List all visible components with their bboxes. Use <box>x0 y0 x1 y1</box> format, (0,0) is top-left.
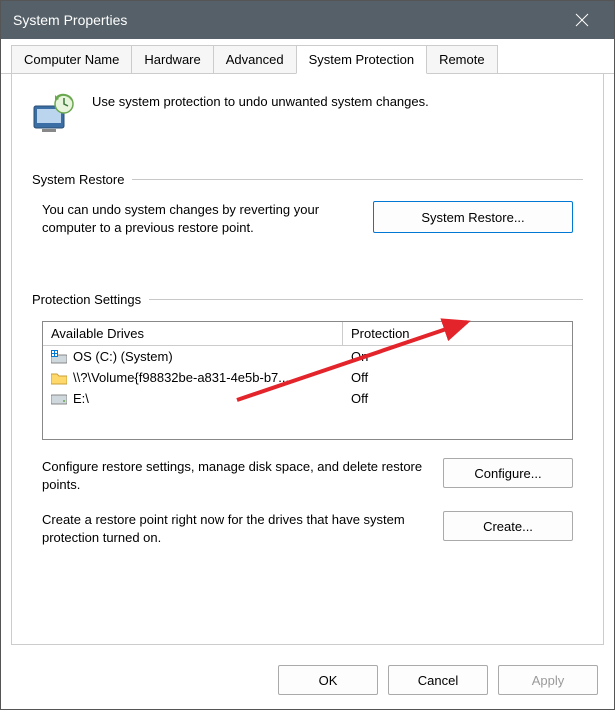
col-protection[interactable]: Protection <box>343 322 572 345</box>
tab-computer-name[interactable]: Computer Name <box>11 45 132 73</box>
create-button[interactable]: Create... <box>443 511 573 541</box>
os-drive-icon <box>51 350 67 364</box>
system-restore-button[interactable]: System Restore... <box>373 201 573 233</box>
system-protection-icon <box>32 92 76 136</box>
tab-hardware[interactable]: Hardware <box>131 45 213 73</box>
system-restore-description: You can undo system changes by reverting… <box>42 201 355 236</box>
tab-strip: Computer Name Hardware Advanced System P… <box>1 39 614 74</box>
system-restore-group: System Restore You can undo system chang… <box>32 172 583 236</box>
system-properties-window: System Properties Computer Name Hardware… <box>0 0 615 710</box>
tab-remote[interactable]: Remote <box>426 45 498 73</box>
drive-protection: Off <box>343 367 572 388</box>
divider <box>132 179 583 180</box>
intro-row: Use system protection to undo unwanted s… <box>32 92 583 136</box>
intro-text: Use system protection to undo unwanted s… <box>92 92 429 109</box>
folder-icon <box>51 371 67 385</box>
window-title: System Properties <box>13 12 127 28</box>
drive-label: OS (C:) (System) <box>73 349 173 364</box>
tab-advanced[interactable]: Advanced <box>213 45 297 73</box>
apply-button: Apply <box>498 665 598 695</box>
table-empty-space <box>43 409 572 439</box>
drive-protection: Off <box>343 388 572 409</box>
drive-label: \\?\Volume{f98832be-a831-4e5b-b7... <box>73 370 289 385</box>
drive-icon <box>51 392 67 406</box>
tab-system-protection[interactable]: System Protection <box>296 45 428 74</box>
titlebar: System Properties <box>1 1 614 39</box>
table-row[interactable]: E:\ Off <box>43 388 572 409</box>
configure-description: Configure restore settings, manage disk … <box>42 458 425 493</box>
table-header: Available Drives Protection <box>43 322 572 346</box>
tab-body: Use system protection to undo unwanted s… <box>11 74 604 645</box>
ok-button[interactable]: OK <box>278 665 378 695</box>
table-row[interactable]: \\?\Volume{f98832be-a831-4e5b-b7... Off <box>43 367 572 388</box>
protection-settings-group: Protection Settings Available Drives Pro… <box>32 292 583 546</box>
cancel-button[interactable]: Cancel <box>388 665 488 695</box>
close-icon <box>575 13 589 27</box>
system-restore-legend: System Restore <box>32 172 124 187</box>
client-area: Computer Name Hardware Advanced System P… <box>1 39 614 709</box>
protection-settings-legend: Protection Settings <box>32 292 141 307</box>
drive-label: E:\ <box>73 391 89 406</box>
table-row[interactable]: OS (C:) (System) On <box>43 346 572 367</box>
drives-table: Available Drives Protection <box>42 321 573 440</box>
close-button[interactable] <box>562 1 602 39</box>
create-description: Create a restore point right now for the… <box>42 511 425 546</box>
configure-button[interactable]: Configure... <box>443 458 573 488</box>
drive-protection: On <box>343 346 572 367</box>
dialog-footer: OK Cancel Apply <box>1 655 614 709</box>
col-available-drives[interactable]: Available Drives <box>43 322 343 345</box>
divider <box>149 299 583 300</box>
